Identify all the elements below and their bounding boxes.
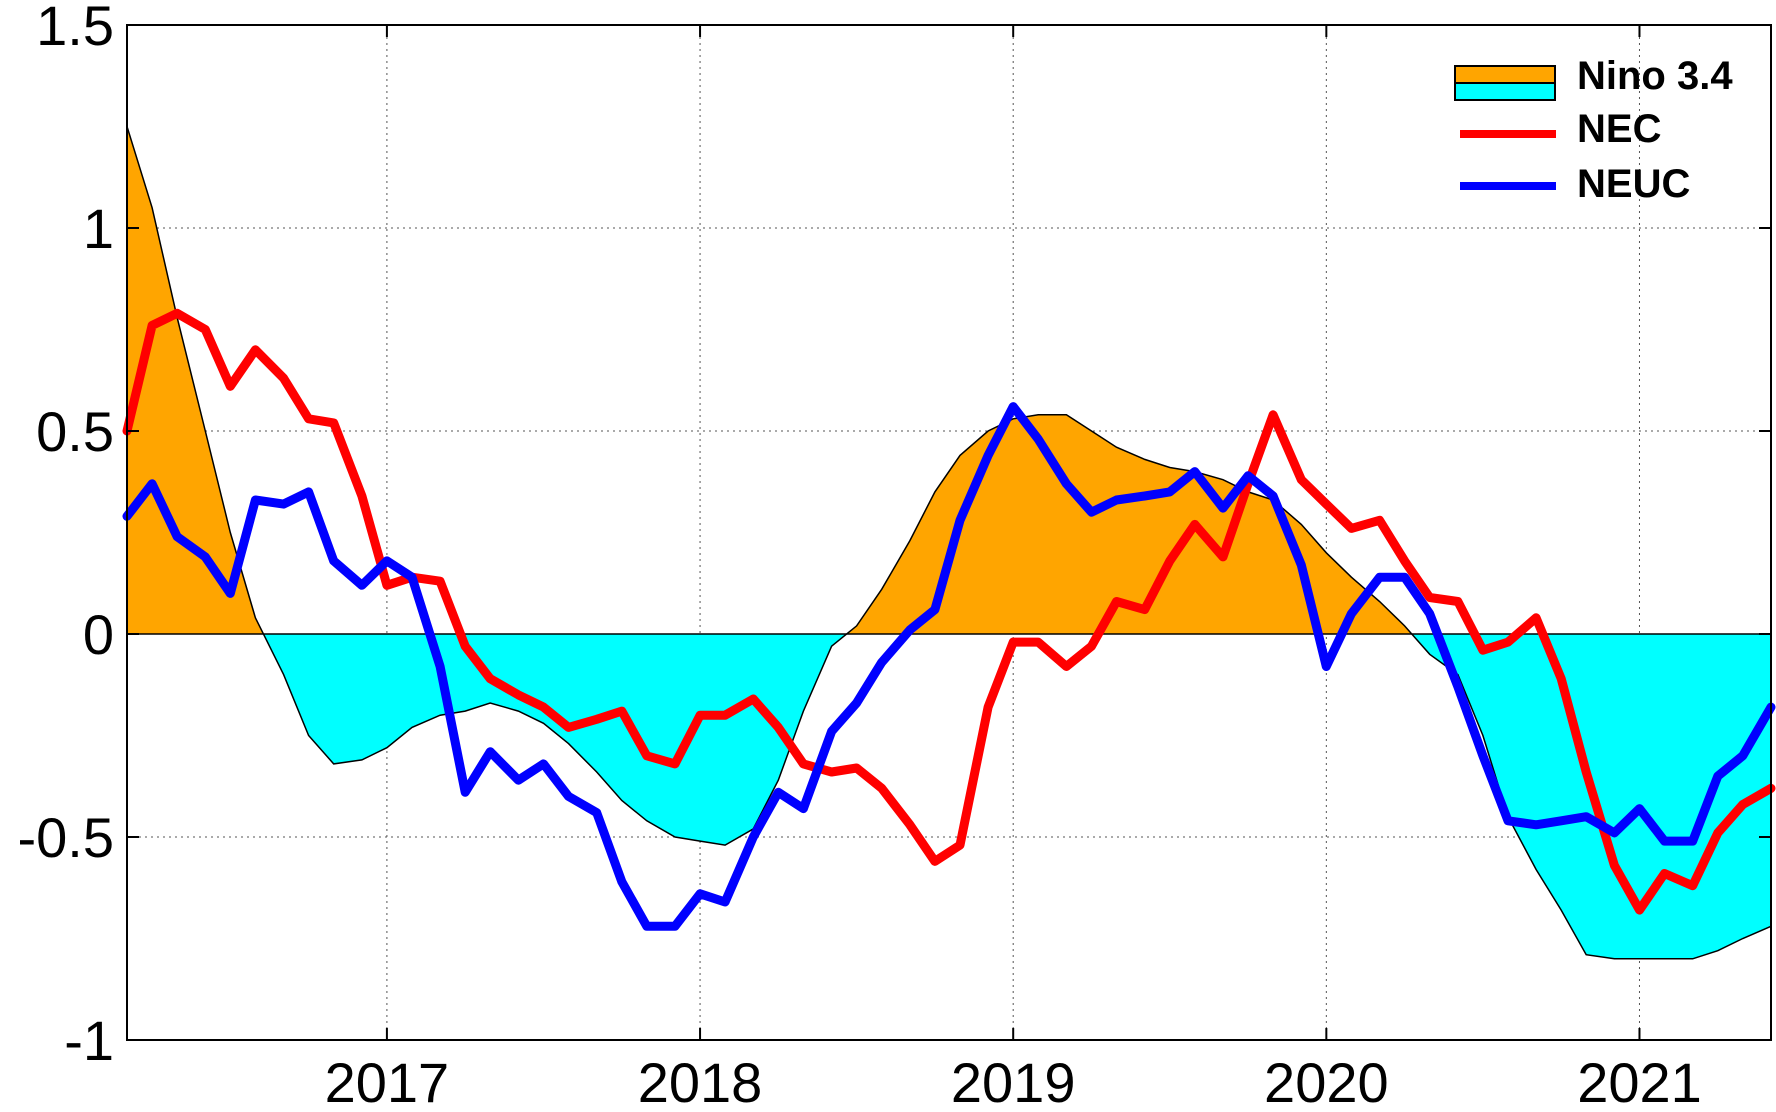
series-line-neuc <box>122 402 1776 931</box>
nino34-negative-area-0 <box>263 634 847 846</box>
y-tick-label-5: -1 <box>64 1009 114 1072</box>
x-tick-label-3: 2020 <box>1264 1051 1389 1112</box>
series-line-nec <box>122 308 1776 915</box>
legend: Nino 3.4 NEC NEUC <box>1454 54 1733 206</box>
axis-ticks: 2017 2018 2019 2020 2021 1.5 1 0.5 0 -0.5 -1 <box>18 0 1771 1112</box>
legend-label-nino34: Nino 3.4 <box>1577 54 1733 98</box>
legend-swatch-nino34-negative <box>1454 82 1556 101</box>
legend-swatch-nino34-positive <box>1454 65 1556 84</box>
nino34-positive-area-1 <box>846 414 1412 634</box>
x-tick-label-4: 2021 <box>1577 1051 1702 1112</box>
y-tick-label-2: 0.5 <box>36 400 114 463</box>
x-tick-label-0: 2017 <box>325 1051 450 1112</box>
y-tick-label-4: -0.5 <box>18 806 115 869</box>
y-tick-label-1: 1 <box>83 197 114 260</box>
legend-label-neuc: NEUC <box>1577 162 1690 206</box>
x-tick-label-1: 2018 <box>638 1051 763 1112</box>
series-lines <box>122 308 1776 931</box>
legend-label-nec: NEC <box>1577 107 1661 151</box>
y-tick-label-3: 0 <box>83 603 114 666</box>
y-tick-label-0: 1.5 <box>36 0 114 57</box>
x-tick-label-2: 2019 <box>951 1051 1076 1112</box>
plot-frame <box>126 24 1772 1041</box>
